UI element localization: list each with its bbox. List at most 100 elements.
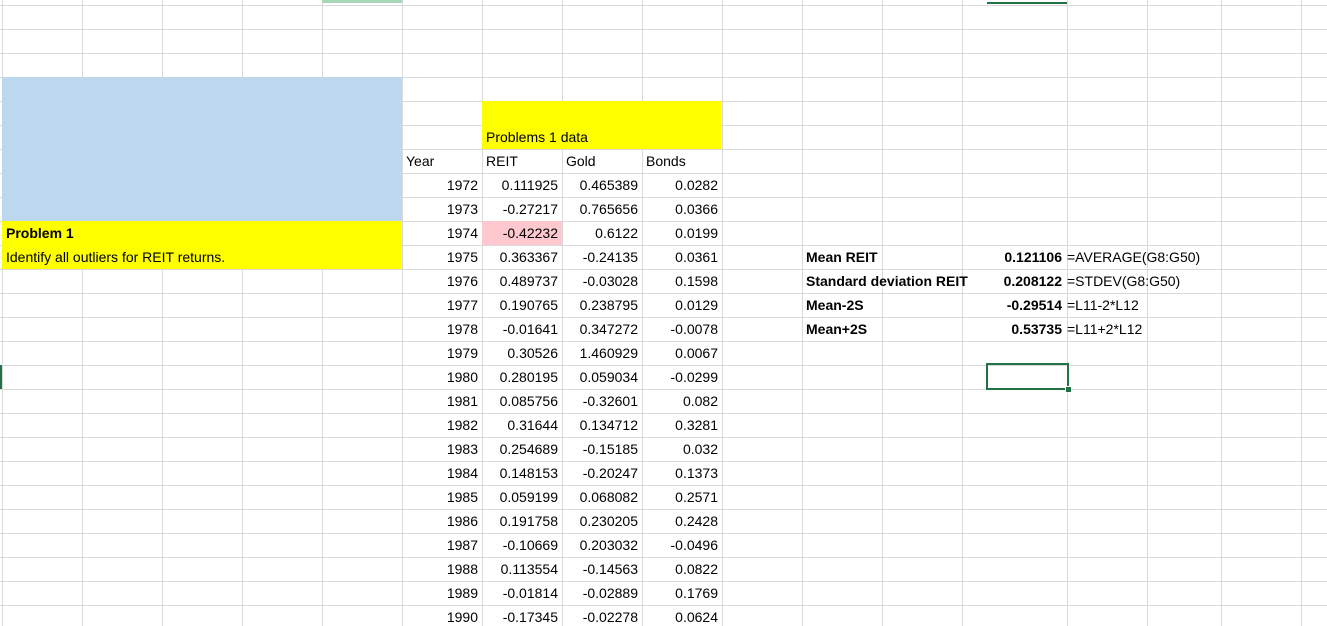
cell-year[interactable]: 1975 [446,249,478,265]
cell-year[interactable]: 1974 [446,225,478,241]
cell-gold[interactable]: 0.059034 [579,369,638,385]
cell-year[interactable]: 1984 [446,465,478,481]
stat-label-stdev-reit[interactable]: Standard deviation REIT [806,273,968,289]
cell-gold[interactable]: 0.465389 [579,177,638,193]
header-gold[interactable]: Gold [566,153,596,169]
stat-value-mean-reit[interactable]: 0.121106 [1004,249,1062,265]
cell-reit[interactable]: 0.254689 [499,441,558,457]
cell-year[interactable]: 1989 [446,585,478,601]
cell-bonds[interactable]: 0.3281 [675,417,718,433]
cell-bonds[interactable]: 0.032 [682,441,718,457]
cell-reit[interactable]: 0.30526 [507,345,558,361]
stat-label-mean-plus-2s[interactable]: Mean+2S [806,321,868,337]
cell-bonds[interactable]: 0.2428 [675,513,718,529]
cell-bonds[interactable]: -0.0299 [670,369,718,385]
header-year[interactable]: Year [406,153,435,169]
cell-gold[interactable]: 0.068082 [579,489,638,505]
cell-reit[interactable]: -0.01641 [502,321,558,337]
cell-reit[interactable]: 0.059199 [499,489,558,505]
cell-bonds[interactable]: 0.0361 [675,249,718,265]
cell-bonds[interactable]: -0.0496 [670,537,718,553]
cell-gold[interactable]: 0.765656 [579,201,638,217]
table-caption[interactable]: Problems 1 data [486,129,588,145]
cell-gold[interactable]: 0.203032 [579,537,638,553]
cell-bonds[interactable]: 0.0366 [675,201,718,217]
cell-year[interactable]: 1982 [446,417,478,433]
cell-bonds[interactable]: 0.0822 [675,561,718,577]
cell-year[interactable]: 1988 [446,561,478,577]
stat-label-mean-minus-2s[interactable]: Mean-2S [806,297,864,313]
cell-gold[interactable]: 0.230205 [579,513,638,529]
cell-reit[interactable]: -0.17345 [502,609,558,625]
cell-bonds[interactable]: 0.082 [682,393,718,409]
cell-gold[interactable]: -0.32601 [582,393,638,409]
cell-year[interactable]: 1981 [446,393,478,409]
cell-reit[interactable]: -0.01814 [502,585,558,601]
problem-description[interactable]: Identify all outliers for REIT returns. [6,249,226,265]
stat-formula-mean-minus-2s[interactable]: =L11-2*L12 [1067,297,1139,313]
cell-gold[interactable]: -0.03028 [582,273,638,289]
cell-bonds[interactable]: 0.1598 [675,273,718,289]
header-reit[interactable]: REIT [486,153,518,169]
problem-yellow-fill [2,221,402,269]
cell-year[interactable]: 1972 [446,177,478,193]
header-bonds[interactable]: Bonds [646,153,686,169]
cell-gold[interactable]: -0.15185 [582,441,638,457]
stat-formula-mean-plus-2s[interactable]: =L11+2*L12 [1067,321,1143,337]
cell-year[interactable]: 1979 [446,345,478,361]
cell-year[interactable]: 1985 [446,489,478,505]
cell-bonds[interactable]: 0.0129 [675,297,718,313]
cell-bonds[interactable]: 0.2571 [675,489,718,505]
cell-year[interactable]: 1976 [446,273,478,289]
cell-gold[interactable]: -0.02889 [582,585,638,601]
cell-year[interactable]: 1977 [446,297,478,313]
cell-reit[interactable]: 0.31644 [507,417,558,433]
cell-reit[interactable]: 0.085756 [499,393,558,409]
stat-value-mean-minus-2s[interactable]: -0.29514 [1006,297,1062,313]
cell-reit[interactable]: -0.27217 [502,201,558,217]
cell-gold[interactable]: 0.6122 [595,225,638,241]
cell-year[interactable]: 1990 [446,609,478,625]
cell-reit[interactable]: 0.489737 [499,273,558,289]
cell-reit[interactable]: 0.280195 [499,369,558,385]
cell-gold[interactable]: -0.02278 [582,609,638,625]
cell-reit[interactable]: 0.113554 [500,561,558,577]
cell-gold[interactable]: 0.238795 [579,297,638,313]
cell-gold[interactable]: -0.14563 [582,561,638,577]
row-gridline [0,269,1327,270]
cell-gold[interactable]: 1.460929 [579,345,638,361]
cell-bonds[interactable]: 0.1769 [675,585,718,601]
cell-year[interactable]: 1987 [446,537,478,553]
cell-reit[interactable]: 0.191758 [499,513,558,529]
cell-year[interactable]: 1980 [446,369,478,385]
cell-bonds[interactable]: 0.0624 [675,609,718,625]
cell-gold[interactable]: 0.134712 [579,417,638,433]
cell-year[interactable]: 1973 [446,201,478,217]
cell-reit[interactable]: 0.363367 [499,249,558,265]
fill-handle[interactable] [1065,386,1072,393]
active-cell-selection[interactable] [986,363,1069,390]
cell-reit[interactable]: 0.148153 [499,465,558,481]
cell-bonds[interactable]: 0.0199 [675,225,718,241]
cell-bonds[interactable]: 0.1373 [675,465,718,481]
cell-bonds[interactable]: -0.0078 [670,321,718,337]
cell-bonds[interactable]: 0.0067 [675,345,718,361]
stat-value-stdev-reit[interactable]: 0.208122 [1003,273,1062,289]
problem-title[interactable]: Problem 1 [6,225,74,241]
stat-value-mean-plus-2s[interactable]: 0.53735 [1011,321,1062,337]
cell-year[interactable]: 1978 [446,321,478,337]
cell-reit[interactable]: -0.10669 [502,537,558,553]
cell-year[interactable]: 1986 [446,513,478,529]
cell-gold[interactable]: 0.347272 [579,321,638,337]
stat-formula-stdev-reit[interactable]: =STDEV(G8:G50) [1067,273,1181,289]
stat-label-mean-reit[interactable]: Mean REIT [806,249,878,265]
stat-formula-mean-reit[interactable]: =AVERAGE(G8:G50) [1067,249,1201,265]
cell-year[interactable]: 1983 [446,441,478,457]
cell-gold[interactable]: -0.20247 [582,465,638,481]
cell-reit[interactable]: 0.190765 [499,297,558,313]
cell-reit[interactable]: 0.111925 [501,177,558,193]
cell-reit[interactable]: -0.42232 [502,225,558,241]
cell-gold[interactable]: -0.24135 [582,249,638,265]
cell-bonds[interactable]: 0.0282 [675,177,718,193]
